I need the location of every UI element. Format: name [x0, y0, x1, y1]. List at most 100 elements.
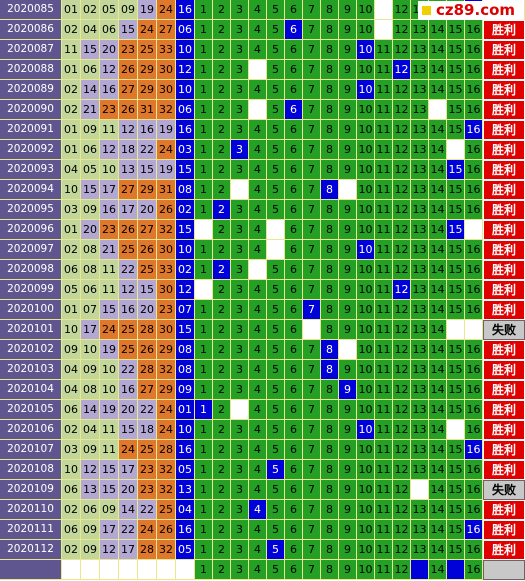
- number-cell: 3: [231, 120, 249, 140]
- result: 胜利: [483, 280, 525, 300]
- red-ball: 27: [138, 380, 157, 400]
- number-cell: 5: [267, 180, 285, 200]
- number-cell: 13: [411, 60, 429, 80]
- blue-ball: 06: [176, 100, 195, 120]
- number-cell: 15: [447, 200, 465, 220]
- number-cell: 1: [195, 520, 213, 540]
- kill-cell: [465, 320, 483, 340]
- number-cell: 16: [465, 420, 483, 440]
- number-cell: 9: [339, 540, 357, 560]
- number-cell: 11: [375, 60, 393, 80]
- number-cell: 15: [447, 400, 465, 420]
- result: 胜利: [483, 420, 525, 440]
- number-cell: 12: [393, 180, 411, 200]
- number-cell: 14: [429, 440, 447, 460]
- number-cell: 9: [339, 60, 357, 80]
- number-cell: 10: [357, 340, 375, 360]
- red-ball: 04: [81, 20, 100, 40]
- result: 胜利: [483, 220, 525, 240]
- number-cell: 7: [303, 80, 321, 100]
- result: 胜利: [483, 540, 525, 560]
- blue-ball: 04: [176, 500, 195, 520]
- number-cell: 4: [249, 200, 267, 220]
- number-cell: 13: [411, 100, 429, 120]
- number-cell: 2: [213, 160, 231, 180]
- number-cell: 9: [339, 40, 357, 60]
- hit-cell: 10: [357, 240, 375, 260]
- red-ball: 10: [62, 180, 81, 200]
- number-cell: 2: [213, 360, 231, 380]
- number-cell: 12: [393, 440, 411, 460]
- number-cell: 13: [411, 20, 429, 40]
- red-ball: 25: [138, 440, 157, 460]
- number-cell: 7: [303, 500, 321, 520]
- red-ball: 19: [100, 400, 119, 420]
- number-cell: 14: [429, 20, 447, 40]
- number-cell: 2: [213, 80, 231, 100]
- hit-cell: 3: [231, 140, 249, 160]
- number-cell: 2: [213, 300, 231, 320]
- hit-cell: 9: [339, 380, 357, 400]
- red-ball: 11: [100, 420, 119, 440]
- number-cell: 10: [357, 500, 375, 520]
- red-ball: 24: [138, 520, 157, 540]
- red-ball: 26: [119, 60, 138, 80]
- number-cell: 13: [411, 440, 429, 460]
- number-cell: 16: [465, 560, 483, 580]
- red-ball: 25: [138, 260, 157, 280]
- red-ball: 23: [138, 460, 157, 480]
- number-cell: 8: [321, 120, 339, 140]
- number-cell: 2: [213, 220, 231, 240]
- number-cell: 6: [285, 0, 303, 20]
- number-cell: 14: [429, 180, 447, 200]
- number-cell: 15: [447, 360, 465, 380]
- ball-cell: [100, 560, 119, 580]
- red-ball: 24: [157, 400, 176, 420]
- red-ball: 06: [62, 480, 81, 500]
- red-ball: 09: [81, 120, 100, 140]
- red-ball: 29: [157, 340, 176, 360]
- red-ball: 01: [62, 120, 81, 140]
- number-cell: 7: [303, 400, 321, 420]
- kill-cell: [375, 0, 393, 20]
- number-cell: 4: [249, 140, 267, 160]
- red-ball: 30: [157, 240, 176, 260]
- number-cell: 1: [195, 40, 213, 60]
- number-cell: 10: [357, 540, 375, 560]
- red-ball: 25: [157, 500, 176, 520]
- number-cell: 7: [303, 420, 321, 440]
- red-ball: 24: [157, 140, 176, 160]
- number-cell: 14: [429, 560, 447, 580]
- number-cell: 11: [375, 280, 393, 300]
- number-cell: 14: [429, 320, 447, 340]
- number-cell: 9: [339, 440, 357, 460]
- number-cell: 12: [393, 100, 411, 120]
- number-cell: 12: [393, 360, 411, 380]
- number-cell: 1: [195, 160, 213, 180]
- red-ball: 01: [62, 220, 81, 240]
- number-cell: 12: [393, 40, 411, 60]
- red-ball: 15: [138, 160, 157, 180]
- number-cell: 7: [303, 380, 321, 400]
- result: 胜利: [483, 360, 525, 380]
- number-cell: 11: [375, 160, 393, 180]
- blue-ball: 15: [176, 320, 195, 340]
- red-ball: 08: [81, 380, 100, 400]
- number-cell: 5: [267, 420, 285, 440]
- kill-cell: [465, 220, 483, 240]
- number-cell: 6: [285, 520, 303, 540]
- red-ball: 14: [81, 80, 100, 100]
- number-cell: 4: [249, 400, 267, 420]
- number-cell: 2: [213, 320, 231, 340]
- number-cell: 9: [339, 160, 357, 180]
- blue-ball: 16: [176, 0, 195, 20]
- number-cell: 13: [411, 200, 429, 220]
- number-cell: 6: [285, 60, 303, 80]
- number-cell: 3: [231, 100, 249, 120]
- number-cell: 11: [375, 260, 393, 280]
- number-cell: 10: [357, 180, 375, 200]
- kill-cell: [447, 320, 465, 340]
- red-ball: 06: [62, 400, 81, 420]
- red-ball: 17: [119, 460, 138, 480]
- red-ball: 19: [138, 0, 157, 20]
